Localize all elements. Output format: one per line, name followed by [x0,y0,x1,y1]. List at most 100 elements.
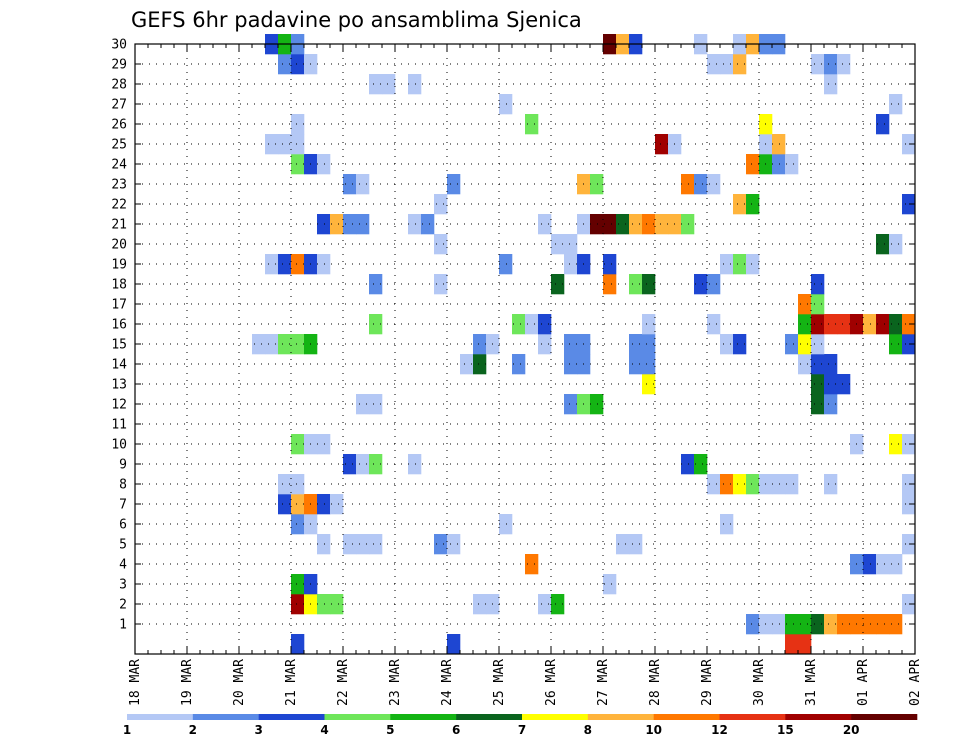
heatmap-cell [525,314,539,335]
heatmap-cell [629,274,643,295]
legend-label: 10 [645,723,662,737]
chart-title: GEFS 6hr padavine po ansamblima Sjenica [131,8,582,32]
heatmap-cell [785,614,799,635]
heatmap-cell [265,134,279,155]
heatmap-cell [837,54,851,75]
heatmap-cell [278,494,292,515]
heatmap-cell [811,334,825,355]
heatmap-cell [265,254,279,275]
heatmap-cell [785,474,799,495]
legend-label: 12 [711,723,728,737]
heatmap-cell [512,354,526,375]
heatmap-cell [603,574,617,595]
legend-swatch [127,714,194,720]
x-tick-label: 27 MAR [596,659,611,706]
y-tick-label: 7 [119,498,127,513]
y-tick-label: 13 [111,378,127,393]
heatmap-cell [408,74,422,95]
heatmap-cell [694,454,708,475]
heatmap-cell [681,454,695,475]
heatmap-cell [876,554,890,575]
heatmap-cell [785,334,799,355]
heatmap-cell [616,214,630,235]
x-tick-label: 29 MAR [700,659,715,706]
heatmap-cell [707,174,721,195]
heatmap-cell [447,634,461,655]
legend-swatch [851,714,918,720]
heatmap-cell [798,334,812,355]
heatmap-cell [564,254,578,275]
heatmap-cell [811,274,825,295]
y-tick-label: 18 [111,278,127,293]
heatmap-cell [291,154,305,175]
heatmap-cell [499,94,513,115]
heatmap-cell [707,474,721,495]
heatmap-cell [902,534,916,555]
legend-swatch [522,714,589,720]
heatmap-cell [590,214,604,235]
heatmap-cell [733,474,747,495]
heatmap-cell [837,374,851,395]
y-tick-label: 5 [119,538,127,553]
legend-swatch [785,714,852,720]
heatmap-cell [291,574,305,595]
x-tick-label: 31 MAR [804,659,819,706]
heatmap-cell [525,114,539,135]
heatmap-cell [824,354,838,375]
legend-swatch [192,714,259,720]
heatmap-cell [811,614,825,635]
heatmap-cell [564,234,578,255]
legend-label: 1 [123,723,131,737]
y-tick-label: 17 [111,298,127,313]
heatmap-cell [707,274,721,295]
heatmap-cell [434,234,448,255]
heatmap-cell [889,554,903,575]
heatmap-cell [278,54,292,75]
heatmap-cell [343,534,357,555]
heatmap-cell [434,194,448,215]
heatmap-cell [291,114,305,135]
y-tick-label: 6 [119,518,127,533]
heatmap-cell [538,594,552,615]
heatmap-cell [811,394,825,415]
heatmap-cell [538,214,552,235]
heatmap-cell [434,274,448,295]
heatmap-cell [629,534,643,555]
heatmap-cell [317,154,331,175]
heatmap-cell [746,254,760,275]
heatmap-cell [330,494,344,515]
legend-swatch [324,714,391,720]
y-tick-label: 15 [111,338,127,353]
heatmap-cell [278,134,292,155]
y-tick-label: 19 [111,258,127,273]
heatmap-cell [317,534,331,555]
legend-swatch [719,714,786,720]
heatmap-cell [798,634,812,655]
heatmap-cell [837,614,851,635]
heatmap-cell [473,354,487,375]
heatmap-cell [473,594,487,615]
heatmap-cell [902,494,916,515]
heatmap-cell [278,474,292,495]
heatmap-cell [317,254,331,275]
legend-label: 8 [584,723,592,737]
y-tick-label: 11 [111,418,127,433]
heatmap-cell [876,234,890,255]
legend-swatch [390,714,457,720]
legend-swatch [258,714,325,720]
legend-swatch [653,714,720,720]
heatmap-cell [824,54,838,75]
y-tick-label: 3 [119,578,127,593]
heatmap-cell [707,314,721,335]
heatmap-cell [447,534,461,555]
legend-label: 4 [320,723,328,737]
y-tick-label: 20 [111,238,127,253]
heatmap-cell [538,314,552,335]
heatmap-cell [746,474,760,495]
heatmap-cell [369,274,383,295]
heatmap-cell [785,634,799,655]
heatmap-cell [382,74,396,95]
heatmap-cell [356,454,370,475]
heatmap-cell [278,334,292,355]
